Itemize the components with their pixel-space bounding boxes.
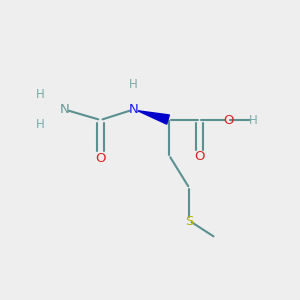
Text: H: H	[248, 113, 257, 127]
Text: N: N	[60, 103, 69, 116]
Text: N: N	[129, 103, 138, 116]
Text: O: O	[95, 152, 106, 166]
Text: H: H	[36, 88, 45, 101]
Text: O: O	[194, 150, 205, 163]
Text: H: H	[36, 118, 45, 131]
Text: S: S	[185, 215, 193, 228]
Text: H: H	[129, 77, 138, 91]
Text: O: O	[223, 113, 233, 127]
Polygon shape	[138, 111, 170, 124]
